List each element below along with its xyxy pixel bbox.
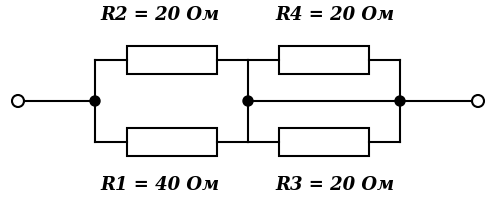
Bar xyxy=(279,128,369,156)
Bar xyxy=(126,128,216,156)
Text: R1 = 40 Ом: R1 = 40 Ом xyxy=(100,176,220,194)
Text: R2 = 20 Ом: R2 = 20 Ом xyxy=(100,6,220,24)
Circle shape xyxy=(243,96,253,106)
Circle shape xyxy=(90,96,100,106)
Circle shape xyxy=(395,96,405,106)
Text: R3 = 20 Ом: R3 = 20 Ом xyxy=(275,176,394,194)
Bar xyxy=(126,46,216,74)
Bar xyxy=(279,46,369,74)
Text: R4 = 20 Ом: R4 = 20 Ом xyxy=(275,6,394,24)
